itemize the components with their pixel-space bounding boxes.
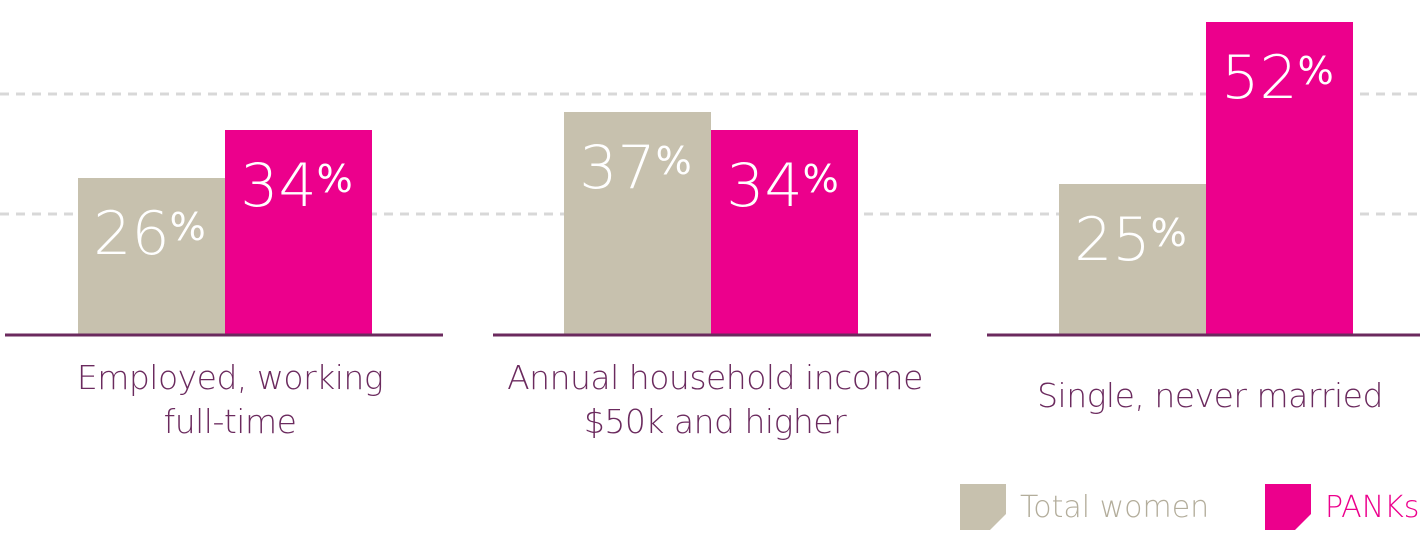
category-label-line: Single, never married bbox=[1037, 376, 1383, 415]
legend-swatch-panks bbox=[1265, 484, 1311, 530]
legend-label-total: Total women bbox=[1020, 489, 1210, 525]
bar-panks bbox=[225, 130, 372, 334]
legend-item-panks: PANKs bbox=[1265, 484, 1419, 530]
category-label-employed: Employed, working full-time bbox=[25, 356, 435, 444]
bar-panks bbox=[711, 130, 858, 334]
data-label: 34% bbox=[240, 151, 352, 221]
data-label: 37% bbox=[579, 133, 691, 203]
data-label: 34% bbox=[726, 151, 838, 221]
bar-total bbox=[1059, 184, 1206, 334]
bar-total bbox=[564, 112, 711, 334]
data-label: 52% bbox=[1221, 43, 1333, 113]
category-label-line: Employed, working bbox=[76, 358, 384, 397]
data-label: 26% bbox=[93, 199, 205, 269]
legend-label-panks: PANKs bbox=[1325, 489, 1420, 525]
bar-total bbox=[78, 178, 225, 334]
category-label-income: Annual household income $50k and higher bbox=[495, 356, 935, 444]
legend-item-total: Total women bbox=[960, 484, 1209, 530]
legend-swatch-total bbox=[960, 484, 1006, 530]
data-label: 25% bbox=[1074, 205, 1186, 275]
category-label-line: Annual household income bbox=[507, 358, 923, 397]
category-label-line: full-time bbox=[163, 402, 297, 441]
bar-panks bbox=[1206, 22, 1353, 334]
category-label-single: Single, never married bbox=[985, 374, 1420, 418]
category-label-line: $50k and higher bbox=[583, 402, 847, 441]
